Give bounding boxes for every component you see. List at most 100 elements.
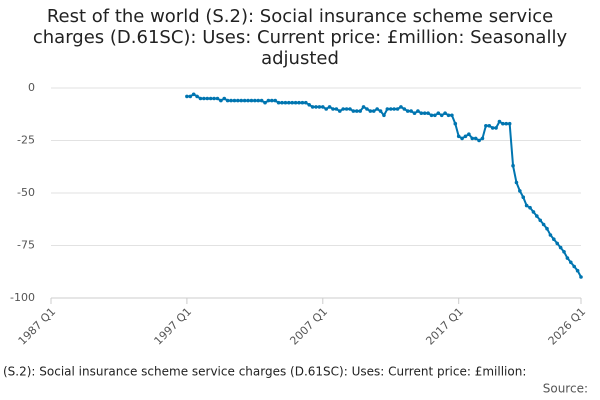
point xyxy=(558,245,563,250)
chart-title: Rest of the world (S.2): Social insuranc… xyxy=(32,6,568,69)
point xyxy=(569,260,573,265)
source: Source: xyxy=(543,382,588,396)
point xyxy=(429,113,434,118)
point xyxy=(562,250,566,254)
point xyxy=(456,134,461,139)
x-tick-label: 1987 Q1 xyxy=(16,305,59,348)
point xyxy=(324,107,328,111)
y-tick-label: -75 xyxy=(17,239,35,252)
x-tick-label: 1997 Q1 xyxy=(152,305,195,348)
point xyxy=(304,100,308,105)
point xyxy=(446,113,451,118)
point xyxy=(487,124,492,128)
point xyxy=(433,113,437,118)
point xyxy=(215,96,220,101)
y-tick-label: -50 xyxy=(17,186,35,199)
point xyxy=(541,222,546,227)
point xyxy=(375,107,379,111)
point xyxy=(399,105,403,109)
y-tick-label: -25 xyxy=(17,134,35,147)
y-tick-label: 0 xyxy=(28,81,35,94)
point xyxy=(287,100,291,105)
point xyxy=(358,109,362,113)
point xyxy=(436,111,441,115)
point xyxy=(477,138,481,143)
point xyxy=(538,218,543,223)
point xyxy=(392,107,396,111)
point xyxy=(242,98,247,103)
point xyxy=(443,111,447,115)
y-tick-label: -100 xyxy=(10,291,35,304)
point xyxy=(473,136,478,141)
point xyxy=(409,109,413,113)
point xyxy=(290,100,295,105)
point xyxy=(283,100,288,105)
point xyxy=(378,109,383,113)
point xyxy=(280,100,284,105)
point xyxy=(222,96,227,101)
point xyxy=(480,136,485,141)
point xyxy=(439,113,444,118)
point xyxy=(229,98,233,103)
point xyxy=(467,132,471,136)
point xyxy=(521,195,526,199)
point xyxy=(422,111,427,115)
point xyxy=(382,113,386,118)
point xyxy=(548,233,553,237)
point xyxy=(263,100,267,105)
point xyxy=(545,226,549,231)
point xyxy=(385,107,390,111)
point xyxy=(405,109,410,113)
point xyxy=(368,109,373,113)
point xyxy=(232,98,237,103)
point xyxy=(334,107,339,111)
point xyxy=(202,96,206,101)
point xyxy=(371,109,376,113)
point xyxy=(225,98,230,103)
point xyxy=(361,105,366,109)
point xyxy=(310,105,315,109)
point xyxy=(266,98,271,103)
x-tick-label: 2017 Q1 xyxy=(423,305,466,348)
point xyxy=(518,189,522,193)
point xyxy=(388,107,393,111)
point xyxy=(552,237,556,241)
point xyxy=(256,98,261,103)
point xyxy=(450,113,454,118)
point xyxy=(463,134,468,139)
point xyxy=(317,105,322,109)
point xyxy=(484,124,488,128)
point xyxy=(453,121,458,126)
point xyxy=(259,98,264,103)
point xyxy=(419,111,424,115)
point xyxy=(249,98,254,103)
x-tick-label: 2026 Q1 xyxy=(546,305,589,348)
footer-title: (S.2): Social insurance scheme service c… xyxy=(3,365,526,379)
point xyxy=(504,121,509,126)
point xyxy=(205,96,210,101)
point xyxy=(191,92,196,97)
point xyxy=(572,264,577,269)
point xyxy=(531,210,536,214)
point xyxy=(555,241,560,246)
point xyxy=(307,103,312,107)
point xyxy=(236,98,240,103)
point xyxy=(348,107,352,111)
x-tick-label: 2007 Q1 xyxy=(288,305,331,348)
point xyxy=(300,100,305,105)
point xyxy=(195,94,199,99)
point xyxy=(490,126,495,130)
point xyxy=(354,109,359,113)
point xyxy=(270,98,274,103)
point xyxy=(344,107,349,111)
point xyxy=(494,126,498,130)
point xyxy=(426,111,430,115)
point xyxy=(514,180,519,185)
point xyxy=(341,107,345,111)
point xyxy=(575,268,580,273)
point xyxy=(198,96,203,101)
point xyxy=(528,205,532,210)
point xyxy=(314,105,318,109)
point xyxy=(297,100,301,105)
